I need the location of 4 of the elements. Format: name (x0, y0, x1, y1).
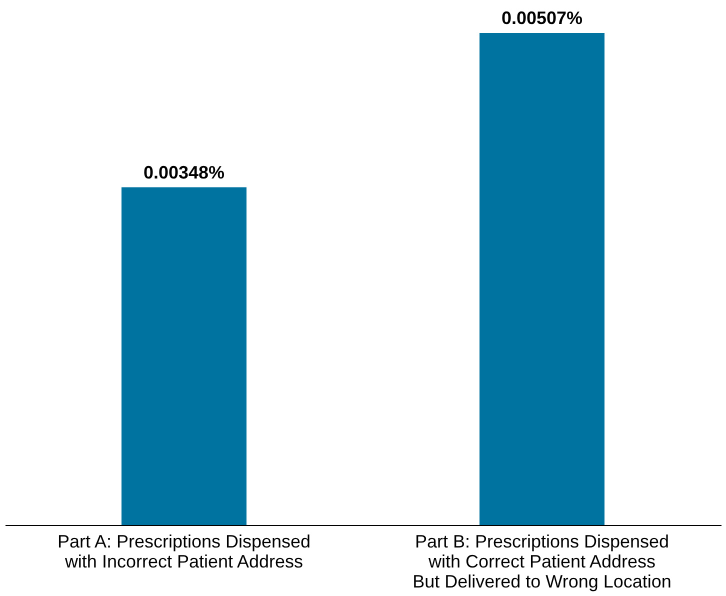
data-label: 0.00507% (501, 8, 583, 28)
x-tick-label: Part B: Prescriptions Dispensed with Correct Patient Address But Delivered to Wrong Location (412, 532, 672, 592)
x-tick-label: Part A: Prescriptions Dispensed with Incorrect Patient Address (57, 532, 311, 572)
data-label: 0.00348% (143, 162, 225, 182)
